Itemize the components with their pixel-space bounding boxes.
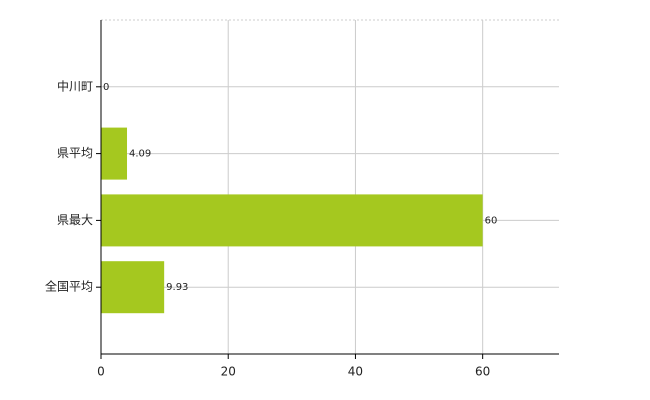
x-tick-label: 20 bbox=[221, 365, 236, 379]
y-tick-label: 県平均 bbox=[57, 146, 93, 160]
y-tick-label: 中川町 bbox=[57, 78, 93, 93]
x-tick-label: 0 bbox=[97, 365, 105, 379]
bar bbox=[101, 194, 483, 247]
x-tick-label: 40 bbox=[348, 365, 363, 379]
value-label: 60 bbox=[485, 215, 498, 226]
bar bbox=[101, 261, 165, 314]
value-label: 4.09 bbox=[129, 149, 151, 160]
x-tick-label: 60 bbox=[475, 365, 490, 379]
value-label: 9.93 bbox=[166, 282, 188, 293]
value-label: 0 bbox=[103, 82, 109, 93]
y-tick-label: 県最大 bbox=[57, 213, 93, 227]
y-tick-label: 全国平均 bbox=[45, 279, 93, 294]
bar bbox=[101, 127, 128, 180]
